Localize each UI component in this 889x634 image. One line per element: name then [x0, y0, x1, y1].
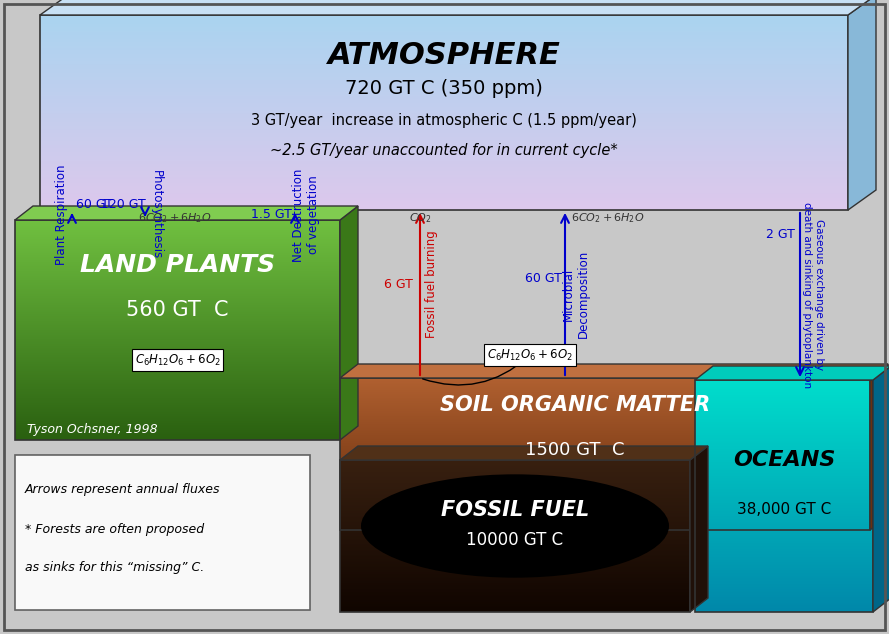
- Polygon shape: [340, 364, 888, 378]
- Text: ATMOSPHERE: ATMOSPHERE: [327, 41, 560, 70]
- Text: 6 GT: 6 GT: [383, 278, 412, 290]
- Text: $CO_2$: $CO_2$: [409, 211, 431, 225]
- Ellipse shape: [361, 474, 669, 578]
- Text: $C_6H_{12}O_6 + 6O_2$: $C_6H_{12}O_6 + 6O_2$: [134, 353, 220, 368]
- Text: ~2.5 GT/year unaccounted for in current cycle*: ~2.5 GT/year unaccounted for in current …: [270, 143, 618, 157]
- Text: 60 GT: 60 GT: [76, 198, 112, 212]
- Text: Tyson Ochsner, 1998: Tyson Ochsner, 1998: [27, 424, 157, 436]
- Text: 60 GT: 60 GT: [525, 273, 562, 285]
- Text: as sinks for this “missing” C.: as sinks for this “missing” C.: [25, 562, 204, 574]
- Text: 720 GT C (350 ppm): 720 GT C (350 ppm): [345, 79, 543, 98]
- Text: $C_6H_{12}O_6 + 6O_2$: $C_6H_{12}O_6 + 6O_2$: [487, 347, 573, 363]
- Text: $6CO_2 + 6H_2O$: $6CO_2 + 6H_2O$: [572, 211, 645, 225]
- Polygon shape: [340, 446, 708, 460]
- Text: 1500 GT  C: 1500 GT C: [525, 441, 625, 459]
- Text: 1.5 GT: 1.5 GT: [251, 209, 292, 221]
- Text: 120 GT: 120 GT: [100, 198, 146, 212]
- Text: $6CO_2 + 6H_2O$: $6CO_2 + 6H_2O$: [138, 211, 212, 225]
- Bar: [340, 378, 870, 530]
- Text: 38,000 GT C: 38,000 GT C: [737, 503, 831, 517]
- Polygon shape: [870, 364, 888, 530]
- Text: FOSSIL FUEL: FOSSIL FUEL: [441, 500, 589, 520]
- Bar: [695, 380, 873, 612]
- Text: Gaseous exchange driven by
death and sinking of phytoplankton: Gaseous exchange driven by death and sin…: [802, 202, 824, 388]
- Text: 3 GT/year  increase in atmospheric C (1.5 ppm/year): 3 GT/year increase in atmospheric C (1.5…: [251, 112, 637, 127]
- Text: 10000 GT C: 10000 GT C: [467, 531, 564, 549]
- Text: Microbial
Decomposition: Microbial Decomposition: [562, 250, 590, 338]
- Polygon shape: [15, 206, 358, 220]
- Bar: [15, 455, 310, 610]
- Text: 560 GT  C: 560 GT C: [126, 300, 228, 320]
- Polygon shape: [695, 366, 889, 380]
- Bar: [40, 15, 848, 210]
- Polygon shape: [340, 206, 358, 440]
- Text: LAND PLANTS: LAND PLANTS: [80, 253, 275, 277]
- Polygon shape: [40, 0, 876, 15]
- Text: 2 GT: 2 GT: [765, 228, 795, 242]
- Text: Net Destruction
of vegetation: Net Destruction of vegetation: [292, 168, 320, 262]
- Bar: [15, 220, 340, 440]
- Polygon shape: [690, 446, 708, 612]
- Bar: [340, 460, 690, 612]
- Text: OCEANS: OCEANS: [733, 450, 835, 470]
- Text: Arrows represent annual fluxes: Arrows represent annual fluxes: [25, 484, 220, 496]
- Text: Photosynthesis: Photosynthesis: [149, 171, 163, 260]
- Polygon shape: [873, 366, 889, 612]
- Text: * Forests are often proposed: * Forests are often proposed: [25, 524, 204, 536]
- Text: Plant Respiration: Plant Respiration: [54, 165, 68, 265]
- Text: SOIL ORGANIC MATTER: SOIL ORGANIC MATTER: [440, 395, 710, 415]
- Polygon shape: [848, 0, 876, 210]
- Text: Fossil fuel burning: Fossil fuel burning: [425, 230, 437, 338]
- FancyArrowPatch shape: [422, 357, 528, 385]
